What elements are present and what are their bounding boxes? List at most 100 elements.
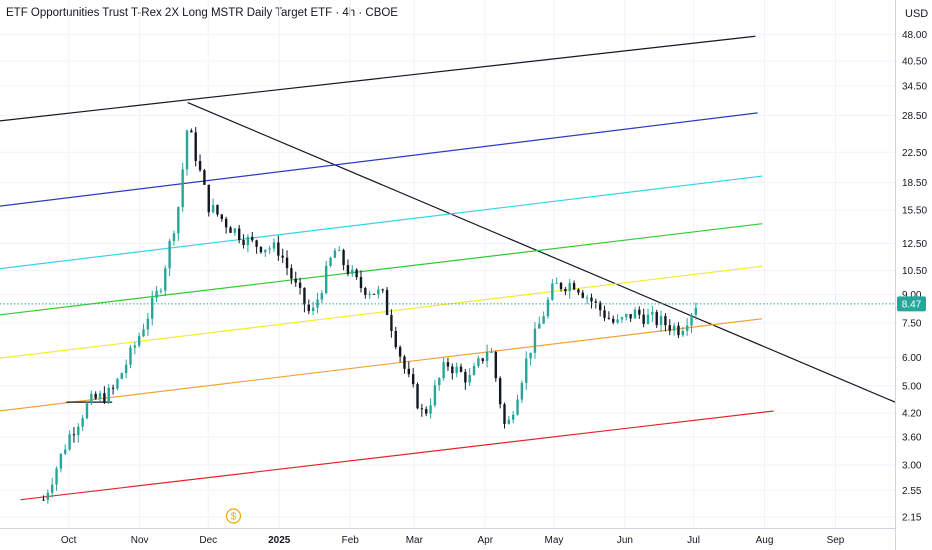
- candle-body: [181, 169, 184, 208]
- candle-body: [355, 269, 358, 278]
- x-tick-label: Nov: [131, 535, 149, 546]
- candle-body: [411, 374, 415, 385]
- candle-body: [238, 228, 241, 241]
- candle-body: [559, 282, 563, 290]
- candle-body: [233, 228, 237, 233]
- candle-body: [216, 204, 219, 215]
- candle-body: [520, 382, 524, 400]
- candle-body: [94, 393, 97, 399]
- candle-body: [646, 314, 650, 324]
- candle-body: [155, 290, 158, 298]
- candle-body: [633, 309, 637, 319]
- candle-body: [568, 283, 571, 292]
- x-tick-label: Aug: [756, 535, 774, 546]
- y-tick-label: 18.50: [902, 178, 927, 189]
- candle-body: [677, 325, 680, 336]
- candle-body: [107, 387, 110, 403]
- trend-line-blue: [0, 112, 758, 207]
- y-tick-label: 28.50: [902, 111, 927, 122]
- candle-body: [477, 358, 480, 367]
- candle-body: [294, 278, 297, 283]
- y-tick-label: 3.00: [902, 461, 922, 472]
- y-tick-label: 12.50: [902, 239, 927, 250]
- candle-body: [507, 419, 511, 424]
- candle-body: [259, 246, 263, 253]
- candle-body: [629, 313, 632, 319]
- candle-body: [516, 399, 519, 415]
- candle-body: [498, 378, 502, 405]
- candle-body: [590, 297, 593, 302]
- candle-body: [625, 313, 628, 318]
- y-tick-label: 15.50: [902, 206, 927, 217]
- candle-body: [538, 323, 541, 329]
- candle-body: [311, 307, 315, 312]
- candle-body: [481, 358, 484, 361]
- y-tick-label: 6.00: [902, 353, 922, 364]
- chart-title: ETF Opportunities Trust T-Rex 2X Long MS…: [6, 7, 398, 19]
- candle-body: [329, 257, 332, 266]
- candle-body: [651, 312, 654, 315]
- y-tick-label: 48.00: [902, 30, 927, 41]
- candle-body: [655, 312, 658, 325]
- candle-body: [390, 314, 393, 331]
- trend-line-yellow: [0, 265, 763, 359]
- candle-body: [494, 352, 497, 379]
- candle-body: [485, 352, 489, 361]
- candle-body: [77, 426, 80, 436]
- candle-body: [659, 316, 663, 325]
- trend-line-top: [0, 35, 756, 122]
- candle-body: [529, 352, 532, 359]
- candle-body: [98, 393, 102, 399]
- candle-body: [577, 289, 580, 293]
- candle-body: [64, 449, 67, 454]
- candle-body: [472, 366, 476, 376]
- candle-body: [246, 236, 250, 246]
- candle-body: [511, 414, 515, 420]
- candle-body: [255, 240, 258, 247]
- candle-body: [185, 130, 189, 170]
- y-tick-label: 7.50: [902, 318, 922, 329]
- candle-body: [68, 434, 71, 450]
- candle-body: [407, 368, 411, 375]
- candle-body: [620, 317, 624, 320]
- candle-body: [564, 289, 567, 292]
- x-tick-label: May: [544, 535, 563, 546]
- candle-body: [690, 314, 693, 326]
- trend-line-descending: [187, 101, 896, 403]
- candle-body: [277, 242, 280, 256]
- y-tick-label: 22.50: [902, 148, 927, 159]
- candle-body: [551, 283, 554, 300]
- candle-body: [194, 132, 197, 162]
- candle-body: [242, 240, 245, 246]
- candle-body: [50, 484, 54, 493]
- candle-body: [668, 325, 671, 331]
- candle-body: [385, 289, 389, 315]
- candle-body: [116, 378, 119, 389]
- candle-body: [268, 248, 271, 250]
- candle-body: [207, 184, 210, 213]
- trend-line-red: [20, 410, 774, 501]
- last-price-label: 8.47: [902, 299, 922, 310]
- candle-body: [124, 364, 128, 374]
- candle-body: [694, 308, 698, 315]
- candle-body: [220, 214, 224, 219]
- dividend-marker-label: $: [231, 512, 237, 523]
- x-tick-label: Jul: [687, 535, 700, 546]
- candle-body: [303, 287, 306, 305]
- candle-body: [555, 282, 558, 284]
- candle-body: [111, 387, 115, 389]
- candle-body: [368, 293, 371, 295]
- candle-body: [55, 468, 58, 485]
- candle-body: [442, 362, 445, 379]
- candle-body: [42, 499, 45, 501]
- candle-body: [137, 336, 141, 346]
- candle-body: [546, 299, 550, 317]
- candle-body: [438, 378, 441, 386]
- candle-body: [151, 297, 154, 319]
- candle-body: [398, 347, 402, 357]
- trend-line-cyan: [0, 175, 763, 270]
- candle-body: [120, 373, 123, 379]
- candle-body: [429, 405, 432, 414]
